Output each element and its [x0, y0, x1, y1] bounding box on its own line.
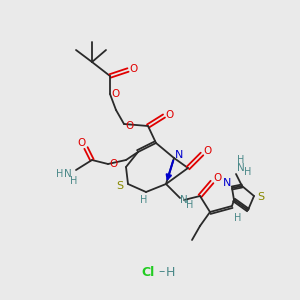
Text: O: O [166, 110, 174, 120]
Text: H: H [70, 176, 78, 186]
Text: O: O [213, 173, 221, 183]
Text: N: N [64, 169, 72, 179]
Text: H: H [56, 169, 64, 179]
Text: Cl: Cl [141, 266, 154, 278]
Text: S: S [257, 192, 265, 202]
Text: H: H [244, 167, 252, 177]
Text: H: H [186, 200, 194, 210]
Text: N: N [180, 195, 188, 205]
Text: –: – [159, 266, 165, 278]
Text: O: O [130, 64, 138, 74]
Text: S: S [116, 181, 124, 191]
Text: O: O [78, 138, 86, 148]
Text: N: N [223, 178, 231, 188]
Text: H: H [234, 213, 242, 223]
Text: N: N [237, 163, 245, 173]
Text: O: O [203, 146, 211, 156]
Text: O: O [112, 89, 120, 99]
Text: H: H [165, 266, 175, 278]
Text: O: O [109, 159, 117, 169]
Text: O: O [126, 121, 134, 131]
Text: H: H [237, 155, 245, 165]
Text: H: H [140, 195, 148, 205]
Text: N: N [175, 150, 183, 160]
